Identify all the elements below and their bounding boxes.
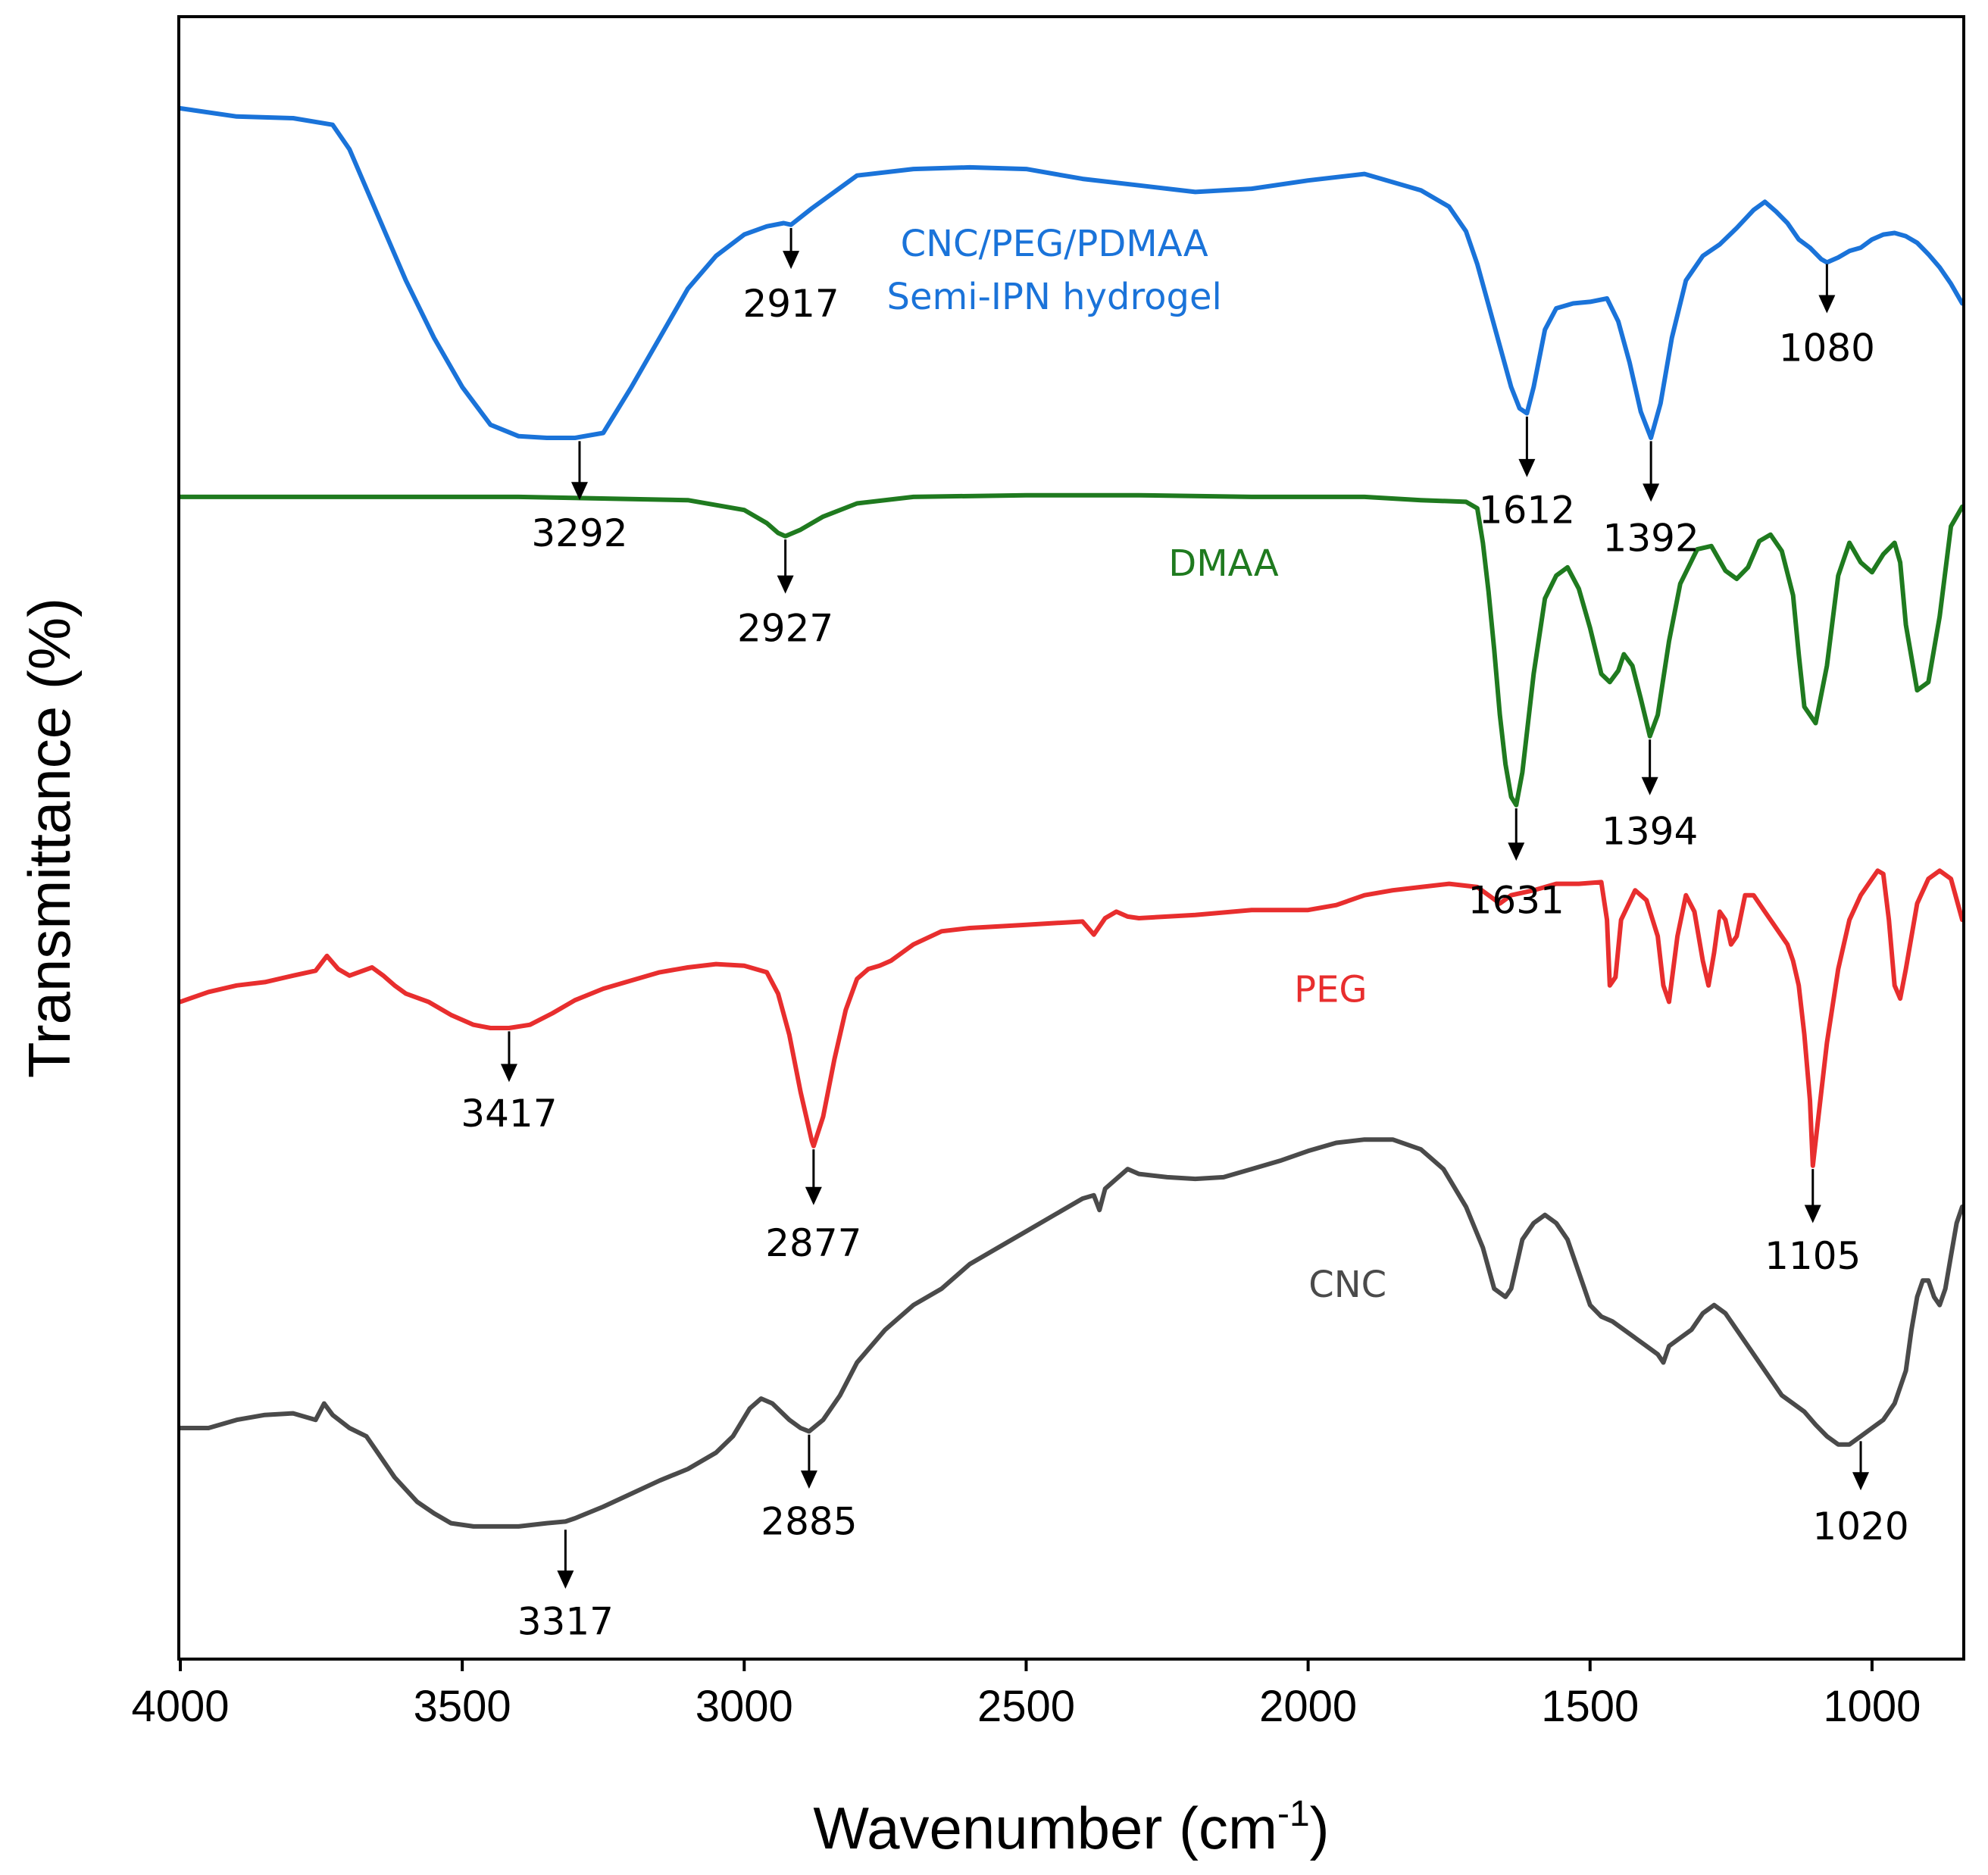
peak-arrowhead-6	[1508, 842, 1525, 861]
plot-frame	[177, 15, 1965, 1661]
peak-label-7: 1394	[1602, 810, 1698, 854]
peak-arrowhead-10	[1804, 1205, 1821, 1223]
x-tick-label-1: 3500	[414, 1682, 511, 1731]
peak-label-11: 3317	[517, 1600, 614, 1644]
series-label-0-1: Semi-IPN hydrogel	[886, 276, 1221, 318]
series-line-2	[178, 868, 1965, 1168]
peak-label-2: 1612	[1479, 489, 1575, 533]
series-label-0-0: CNC/PEG/PDMAA	[901, 223, 1208, 265]
x-axis-title-main: Wavenumber (cm	[813, 1795, 1277, 1861]
peak-label-9: 2877	[765, 1221, 861, 1265]
peak-label-10: 1105	[1765, 1234, 1861, 1278]
peak-label-6: 1631	[1468, 879, 1564, 923]
series-label-1-0: DMAA	[1168, 542, 1279, 585]
series-label-2-0: PEG	[1294, 968, 1367, 1011]
series-label-layer: CNC/PEG/PDMAA Semi-IPN hydrogel DMAA PEG CNC	[886, 223, 1386, 1306]
peak-label-0: 3292	[531, 511, 627, 555]
x-tick-label-5: 1500	[1541, 1682, 1639, 1731]
x-tick-label-3: 2500	[977, 1682, 1075, 1731]
series-line-0	[178, 106, 1965, 440]
peak-label-8: 3417	[461, 1092, 557, 1136]
peak-label-12: 2885	[761, 1500, 857, 1544]
series-line-3	[178, 1137, 1965, 1529]
x-axis-title-close: )	[1310, 1795, 1330, 1861]
x-tick-label-2: 3000	[695, 1682, 793, 1731]
annotation-layer: 3292 2917 1612 1392 1080 2927 1631 1394 3417 2877…	[461, 227, 1909, 1644]
peak-arrowhead-0	[570, 482, 588, 501]
peak-arrowhead-4	[1818, 295, 1836, 314]
peak-label-13: 1020	[1812, 1505, 1908, 1548]
peak-arrowhead-5	[777, 575, 794, 594]
peak-arrowhead-3	[1643, 483, 1660, 502]
x-axis-title-superscript: -1	[1277, 1794, 1310, 1834]
peak-label-4: 1080	[1779, 326, 1875, 370]
peak-label-5: 2927	[737, 606, 833, 650]
x-tick-label-4: 2000	[1259, 1682, 1357, 1731]
peak-arrowhead-9	[805, 1186, 822, 1205]
peak-arrowhead-11	[557, 1570, 574, 1589]
peak-arrowhead-8	[500, 1064, 517, 1083]
peak-arrowhead-2	[1518, 458, 1536, 477]
peak-label-3: 1392	[1603, 516, 1699, 560]
series-layer	[178, 106, 1965, 1529]
x-tick-label-0: 4000	[131, 1682, 229, 1731]
series-line-1	[178, 492, 1965, 808]
y-axis-title: Transmittance (%)	[16, 598, 83, 1078]
peak-arrowhead-1	[783, 251, 800, 270]
peak-label-1: 2917	[742, 282, 839, 326]
series-label-3-0: CNC	[1308, 1264, 1386, 1306]
peak-arrowhead-7	[1641, 777, 1658, 795]
x-axis: 4000 3500 3000 2500 2000 1500 1000	[131, 1658, 1921, 1731]
peak-arrowhead-12	[800, 1470, 817, 1489]
x-tick-label-6: 1000	[1823, 1682, 1921, 1731]
peak-arrowhead-13	[1852, 1472, 1870, 1491]
x-axis-title: Wavenumber (cm-1)	[813, 1794, 1329, 1861]
